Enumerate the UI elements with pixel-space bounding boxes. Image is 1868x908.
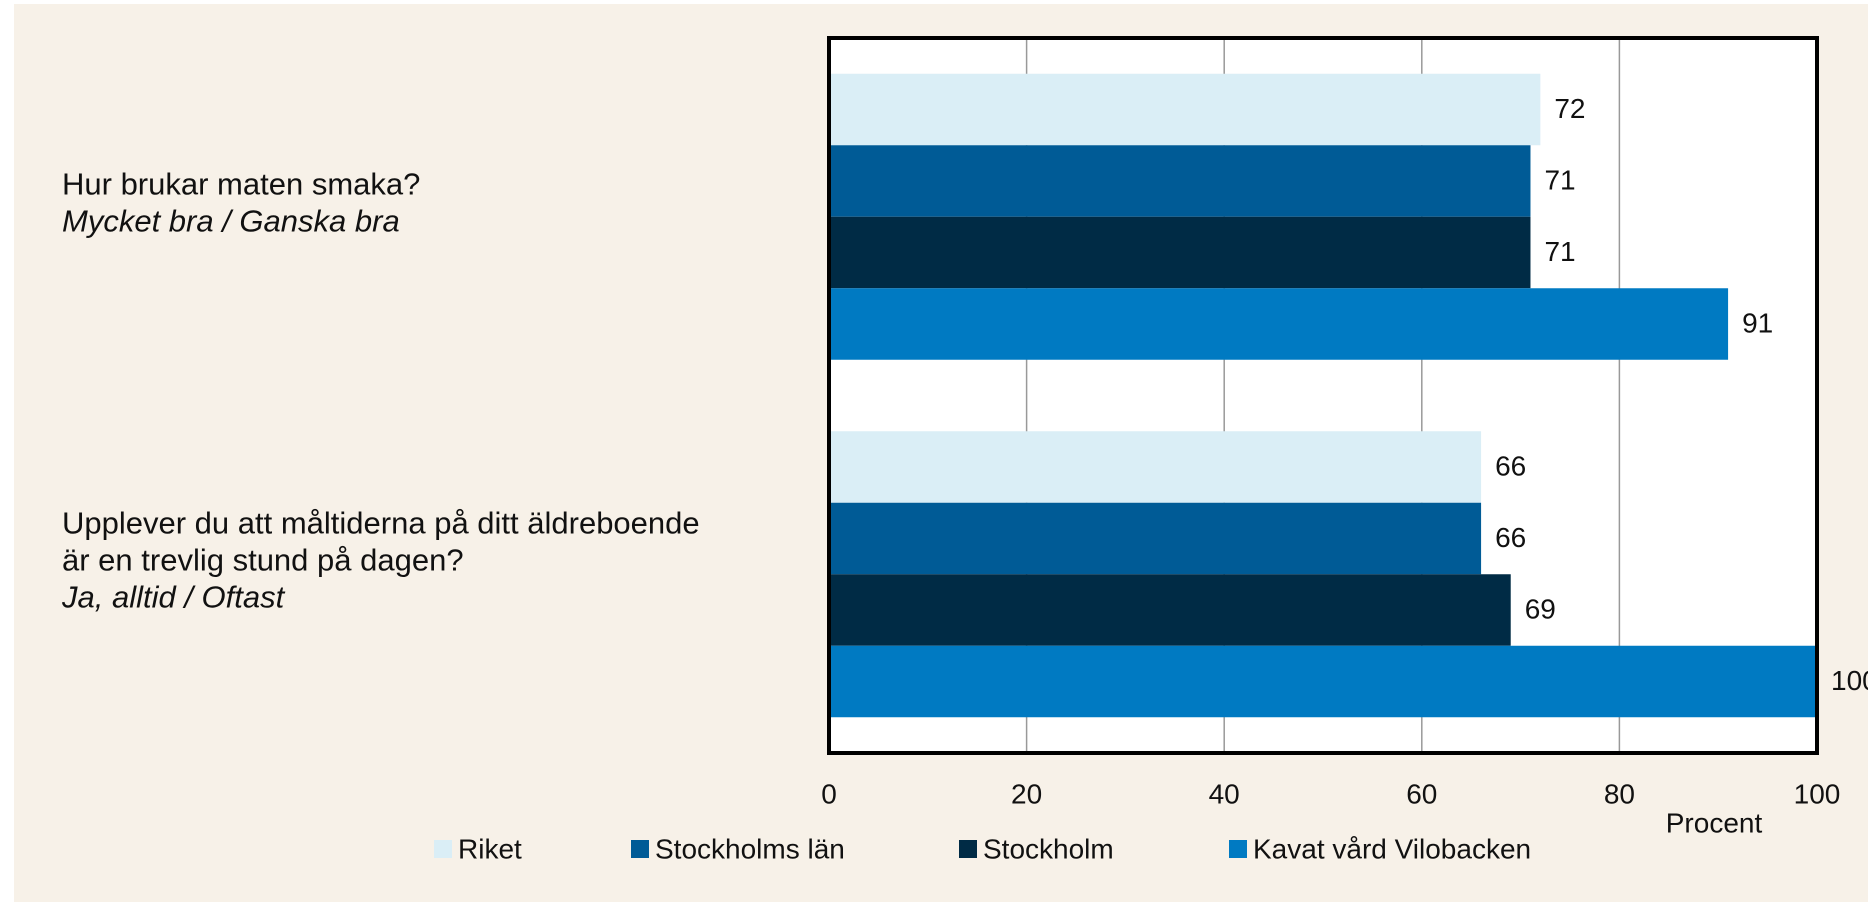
bar — [829, 73, 1541, 146]
category-label: Upplever du att måltiderna på ditt äldre… — [62, 505, 700, 540]
value-label: 100 — [1831, 665, 1868, 696]
value-label: 71 — [1544, 236, 1575, 267]
legend-swatch — [959, 840, 977, 858]
x-tick-label: 40 — [1209, 778, 1240, 809]
value-label: 91 — [1742, 307, 1773, 338]
x-tick-label: 60 — [1406, 778, 1437, 809]
legend-label: Stockholms län — [655, 833, 845, 864]
category-label: är en trevlig stund på dagen? — [62, 542, 464, 577]
bar — [829, 574, 1511, 646]
x-tick-label: 100 — [1794, 778, 1841, 809]
x-tick-label: 20 — [1011, 778, 1042, 809]
bar — [829, 288, 1729, 360]
category-answer: Ja, alltid / Oftast — [61, 579, 286, 614]
legend-swatch — [631, 840, 649, 858]
legend-label: Kavat vård Vilobacken — [1253, 833, 1531, 864]
value-label: 71 — [1544, 164, 1575, 195]
value-label: 66 — [1495, 522, 1526, 553]
bar — [829, 431, 1482, 503]
bar — [829, 145, 1531, 217]
x-axis-label: Procent — [1666, 807, 1763, 838]
x-tick-label: 0 — [821, 778, 837, 809]
bar — [829, 645, 1817, 718]
legend-label: Stockholm — [983, 833, 1114, 864]
bar — [829, 216, 1531, 289]
legend-swatch — [1229, 840, 1247, 858]
value-label: 72 — [1554, 93, 1585, 124]
plot-frame — [827, 36, 1819, 755]
x-tick-label: 80 — [1604, 778, 1635, 809]
category-label: Hur brukar maten smaka? — [62, 166, 420, 201]
legend-label: Riket — [458, 833, 522, 864]
category-answer: Mycket bra / Ganska bra — [62, 203, 400, 238]
legend-swatch — [434, 840, 452, 858]
value-label: 66 — [1495, 450, 1526, 481]
value-label: 69 — [1525, 593, 1556, 624]
bar — [829, 502, 1482, 575]
